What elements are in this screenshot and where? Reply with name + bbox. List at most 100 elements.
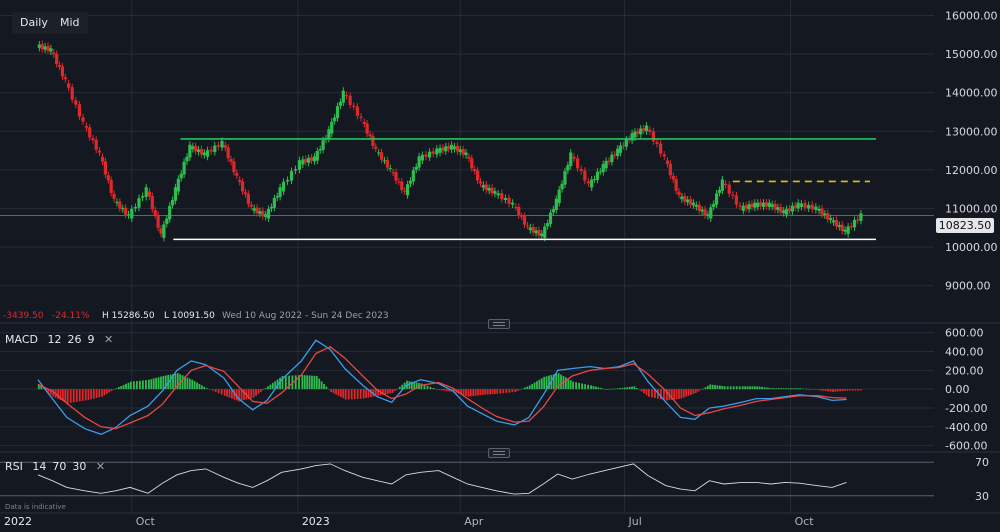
- candle-body: [534, 230, 538, 234]
- macd-histogram-bar: [155, 377, 158, 390]
- candle-body: [43, 46, 47, 50]
- candle-body: [731, 194, 735, 196]
- macd-histogram-bar: [486, 389, 489, 395]
- candle-body: [814, 206, 818, 211]
- date-range: Wed 10 Aug 2022 - Sun 24 Dec 2023: [222, 311, 389, 321]
- macd-histogram-bar: [709, 384, 712, 390]
- macd-histogram-bar: [398, 386, 401, 390]
- macd-histogram-bar: [141, 380, 144, 390]
- macd-histogram-bar: [49, 389, 52, 395]
- candle-body: [55, 54, 59, 65]
- candle-body: [785, 208, 789, 215]
- macd-histogram-bar: [822, 389, 825, 391]
- candle-body: [829, 218, 833, 221]
- candle-body: [285, 179, 290, 182]
- macd-histogram-bar: [572, 381, 574, 390]
- macd-tick-label: 200.00: [945, 364, 984, 377]
- macd-histogram-bar: [40, 386, 43, 390]
- candle-body: [616, 148, 620, 156]
- candle-body: [493, 191, 497, 194]
- macd-histogram-bar: [460, 389, 463, 395]
- macd-histogram-bar: [255, 389, 257, 396]
- timeframe-daily-button[interactable]: Daily: [12, 12, 56, 34]
- candle-body: [266, 208, 271, 219]
- macd-histogram-bar: [732, 386, 735, 390]
- macd-histogram-bar: [735, 386, 738, 390]
- rsi-period: 14: [32, 460, 47, 473]
- macd-label: MACD 12 26 9 ✕: [5, 333, 113, 346]
- macd-histogram-bar: [780, 388, 783, 390]
- macd-histogram-bar: [493, 389, 496, 395]
- candle-body: [352, 105, 356, 107]
- macd-histogram-bar: [217, 389, 220, 394]
- candle-body: [91, 138, 95, 141]
- pane-resize-handle[interactable]: [488, 448, 510, 458]
- candle-body: [261, 210, 265, 217]
- macd-histogram-bar: [117, 387, 120, 390]
- change-percent: -24.11%: [52, 311, 90, 321]
- candle-body: [613, 154, 617, 156]
- candle-body: [106, 175, 110, 181]
- candle-body: [147, 191, 152, 197]
- macd-histogram-bar: [172, 374, 174, 390]
- candle-body: [563, 171, 567, 185]
- candle-body: [604, 160, 608, 169]
- candle-body: [344, 94, 349, 97]
- macd-histogram-bar: [164, 375, 167, 390]
- candle-body: [173, 187, 178, 201]
- macd-histogram-bar: [474, 389, 477, 396]
- candle-body: [220, 140, 224, 148]
- macd-tick-label: 600.00: [945, 327, 984, 340]
- macd-histogram-bar: [584, 384, 587, 390]
- macd-histogram-bar: [834, 389, 837, 392]
- macd-histogram-bar: [808, 389, 811, 390]
- candle-body: [478, 181, 483, 184]
- macd-histogram-bar: [690, 389, 692, 395]
- macd-histogram-bar: [257, 389, 260, 394]
- candle-body: [674, 179, 678, 191]
- macd-histogram-bar: [631, 386, 633, 390]
- candle-body: [235, 172, 239, 176]
- macd-histogram-bar: [514, 389, 517, 392]
- macd-histogram-bar: [650, 389, 653, 398]
- macd-histogram-bar: [394, 389, 396, 391]
- macd-histogram-bar: [231, 389, 233, 399]
- candle-body: [668, 163, 672, 176]
- macd-histogram-bar: [69, 389, 72, 403]
- macd-histogram-bar: [186, 377, 189, 390]
- x-tick-label: Apr: [464, 515, 484, 528]
- y-tick-label: 10000.00: [945, 241, 998, 254]
- macd-histogram-bar: [670, 389, 673, 400]
- candle-body: [554, 198, 558, 211]
- macd-histogram-bar: [567, 378, 570, 390]
- macd-histogram-bar: [575, 382, 577, 390]
- candle-body: [304, 159, 308, 163]
- pane-resize-handle[interactable]: [488, 319, 510, 329]
- low-value: L 10091.50: [164, 311, 215, 321]
- macd-histogram-bar: [502, 389, 505, 394]
- candle-body: [405, 184, 410, 196]
- close-icon[interactable]: ✕: [95, 460, 106, 473]
- macd-histogram-bar: [794, 388, 797, 390]
- macd-histogram-bar: [57, 389, 59, 399]
- candle-body: [362, 122, 366, 124]
- close-icon[interactable]: ✕: [103, 333, 114, 346]
- macd-histogram-bar: [538, 379, 541, 390]
- macd-histogram-bar: [306, 375, 309, 390]
- candle-body: [799, 203, 804, 207]
- timeframe-mid-button[interactable]: Mid: [52, 12, 88, 34]
- macd-histogram-bar: [827, 389, 830, 392]
- macd-histogram-bar: [441, 389, 443, 391]
- candle-body: [522, 216, 527, 225]
- candle-body: [618, 145, 623, 153]
- macd-histogram-bar: [647, 389, 650, 397]
- candle-body: [140, 196, 145, 198]
- candle-body: [315, 150, 319, 161]
- macd-histogram-bar: [110, 389, 113, 392]
- macd-histogram-bar: [746, 386, 749, 390]
- macd-histogram-bar: [854, 389, 857, 391]
- macd-histogram-bar: [269, 384, 272, 390]
- candle-body: [156, 214, 160, 228]
- macd-histogram-bar: [590, 385, 593, 390]
